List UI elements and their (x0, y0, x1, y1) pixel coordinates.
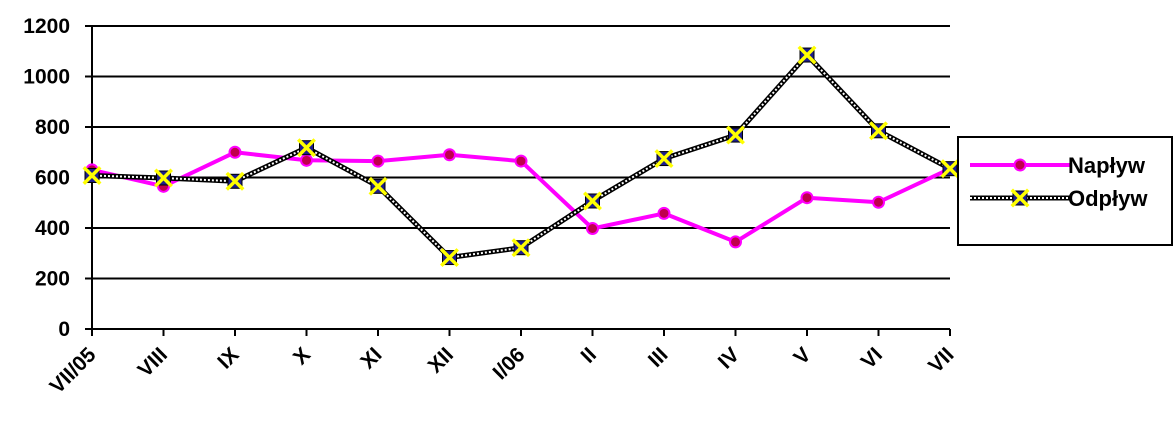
circle-point-marker (443, 148, 456, 162)
x-point-marker (440, 248, 459, 268)
x-tick-label: X (289, 343, 315, 369)
x-tick-label: IV (714, 343, 744, 373)
x-tick-label: IX (213, 343, 243, 373)
y-tick-label: 1200 (23, 15, 70, 38)
circle-point-marker (300, 153, 313, 167)
legend: Napływ Odpływ (957, 136, 1173, 246)
legend-label: Napływ (1068, 153, 1146, 178)
circle-point-marker (1013, 158, 1027, 172)
legend-item: Napływ (970, 153, 1146, 178)
circle-point-marker (729, 235, 742, 249)
x-tick-labels: VII/05 VIII IX X XI XII I/06 II III IV V VI VII (45, 343, 958, 398)
legend-item: Odpływ (970, 186, 1148, 211)
x-point-marker (869, 121, 888, 141)
x-tick-label: XI (356, 343, 386, 373)
x-point-marker (726, 125, 745, 145)
x-point-marker (1010, 188, 1030, 208)
x-point-marker (583, 191, 602, 211)
x-point-marker (154, 168, 173, 188)
series-1 (85, 145, 957, 249)
circle-point-marker (657, 206, 671, 220)
x-tick-label: III (644, 343, 673, 372)
x-point-marker (368, 176, 388, 196)
series-layer (82, 45, 960, 268)
circle-point-marker (586, 222, 599, 236)
y-tick-label: 0 (58, 318, 70, 341)
circle-point-marker (228, 145, 242, 159)
circle-point-marker (800, 191, 814, 205)
x-tick-label: VII/05 (45, 343, 100, 398)
x-point-marker (797, 45, 817, 65)
circle-point-marker (371, 154, 385, 168)
x-tick-label: VI (857, 343, 887, 373)
x-point-marker (225, 171, 245, 191)
y-tick-label: 800 (35, 116, 70, 139)
x-tick-label: XII (424, 343, 458, 377)
x-point-marker (82, 166, 102, 185)
x-point-marker (297, 138, 316, 158)
circle-point-marker (872, 195, 885, 209)
legend-box (957, 136, 1173, 246)
x-tick-label: V (789, 343, 815, 369)
x-tick-label: II (577, 343, 602, 368)
legend-label: Odpływ (1068, 186, 1148, 211)
circle-point-marker (514, 154, 528, 168)
y-tick-labels: 0 200 400 600 800 1000 1200 (23, 15, 70, 341)
x-point-marker (511, 238, 531, 258)
y-tick-label: 200 (35, 268, 70, 291)
y-tick-label: 1000 (23, 66, 70, 89)
x-tick-label: VIII (133, 343, 172, 382)
x-point-marker (654, 149, 674, 169)
y-tick-label: 400 (35, 217, 70, 240)
y-tick-label: 600 (35, 167, 70, 190)
x-tick-label: I/06 (489, 343, 530, 384)
x-point-marker (940, 159, 960, 179)
series-2 (82, 45, 960, 268)
x-tick-label: VII (924, 343, 958, 377)
